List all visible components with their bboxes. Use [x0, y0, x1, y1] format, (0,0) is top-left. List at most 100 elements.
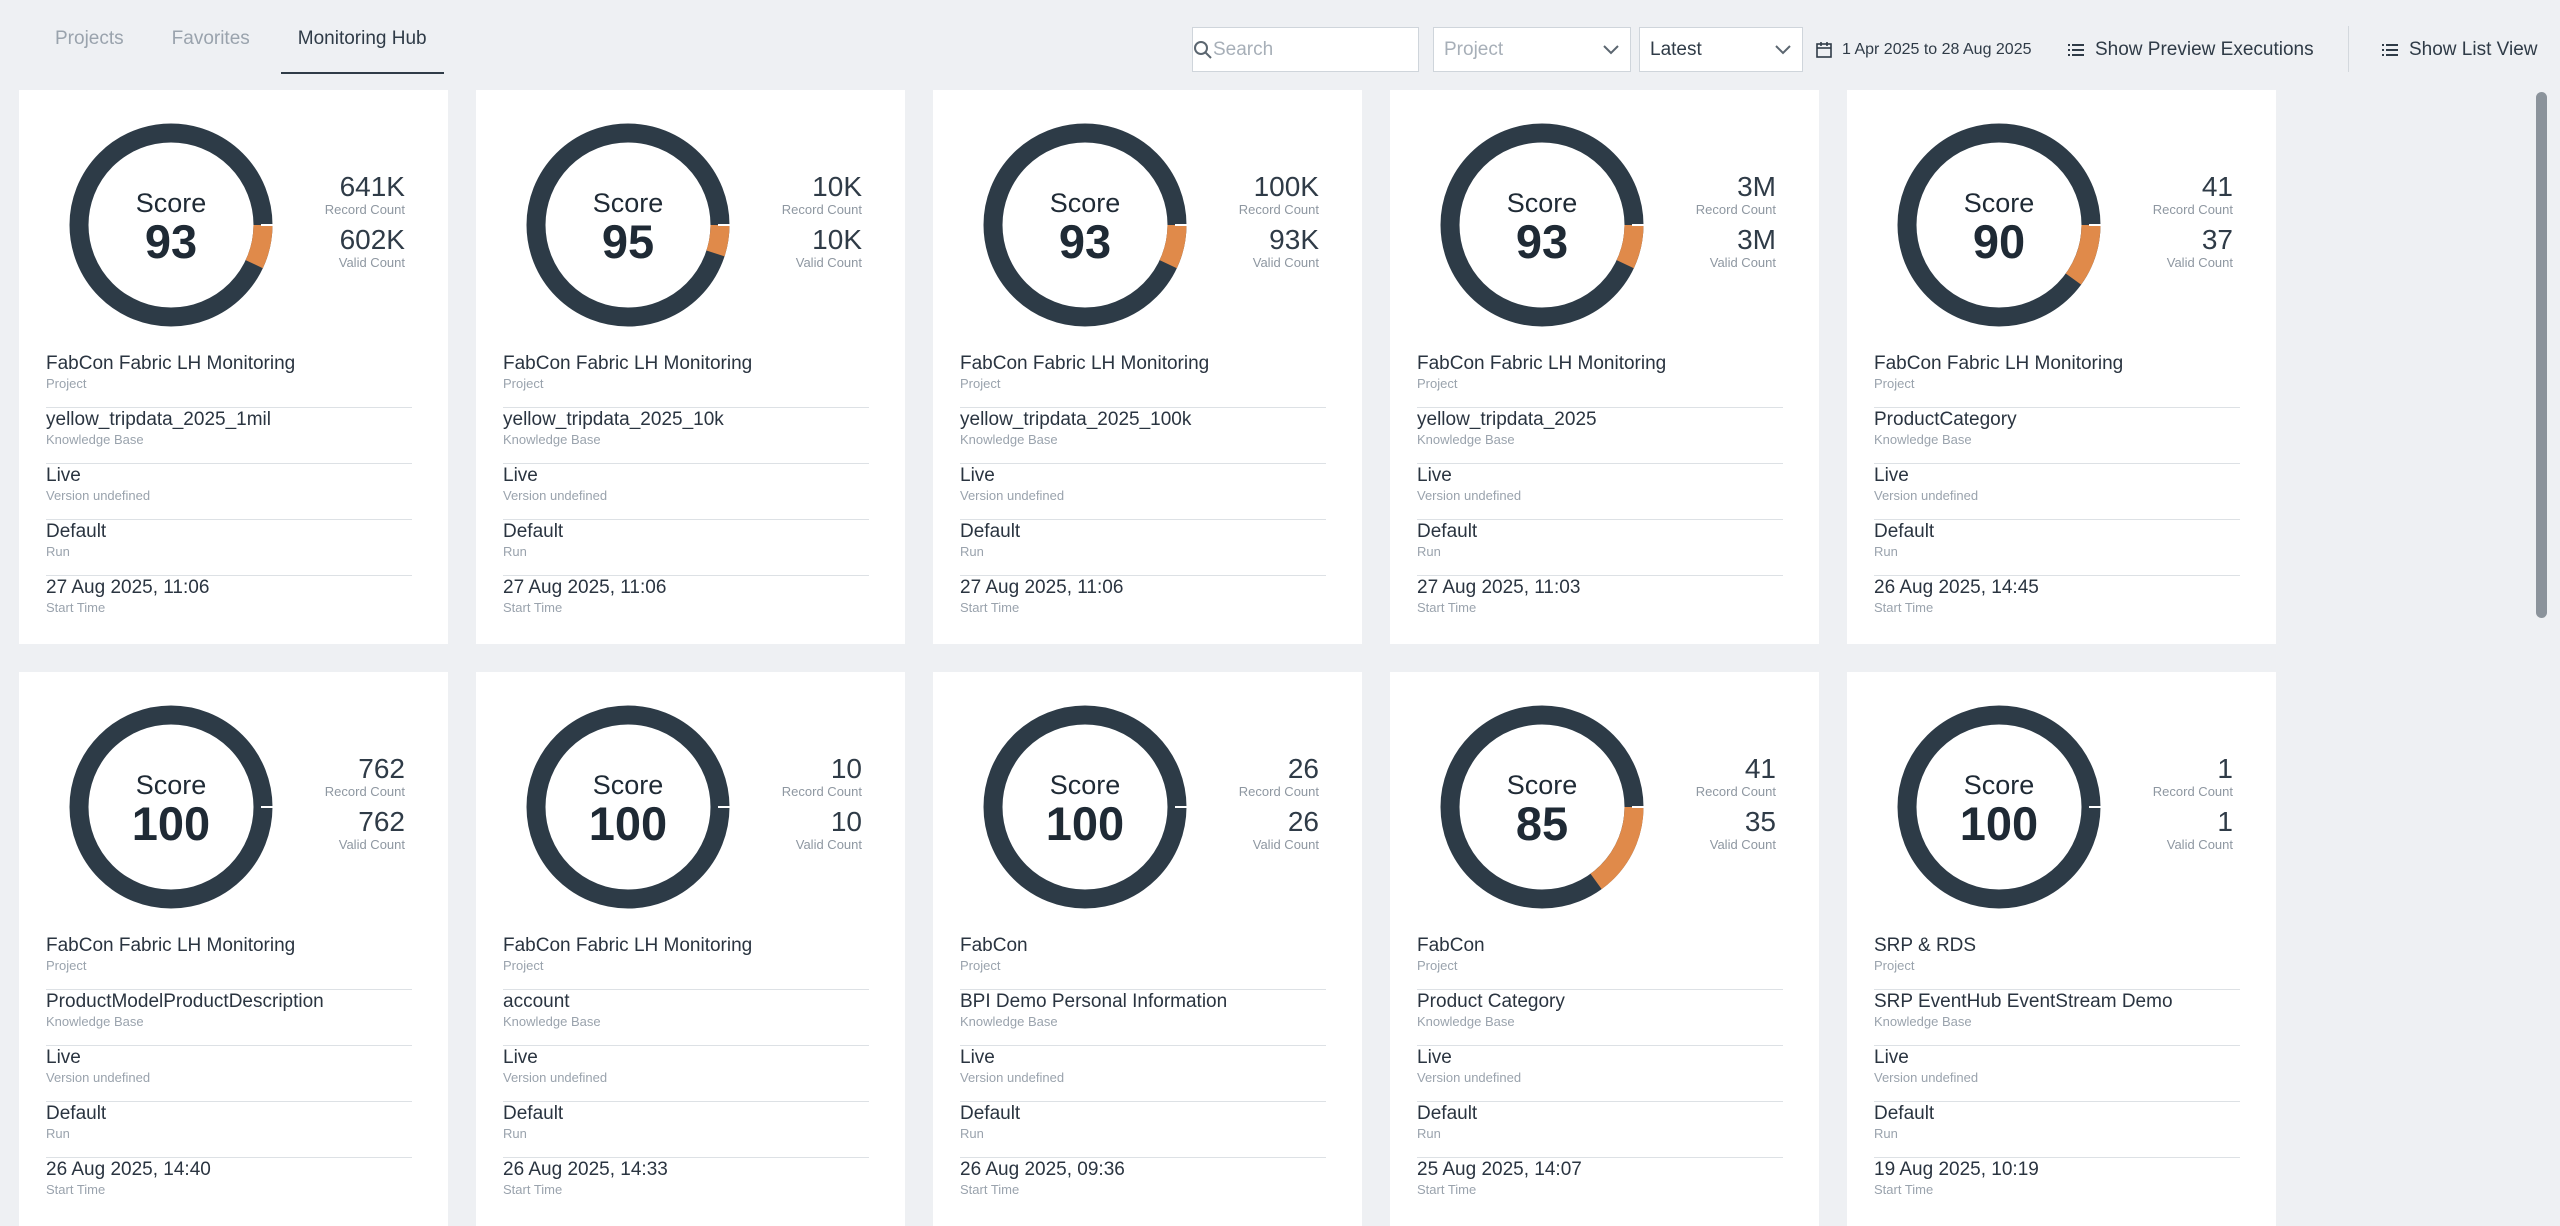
- counts-block: 41 Record Count 35 Valid Count: [1696, 754, 1776, 853]
- start-time-field: 26 Aug 2025, 14:33 Start Time: [503, 1158, 869, 1214]
- score-donut: Score 100: [525, 704, 731, 910]
- monitoring-card-5[interactable]: Score 90 41 Record Count 37 Valid Count …: [1847, 90, 2276, 644]
- run-field: Default Run: [1874, 520, 2240, 576]
- knowledge-base-value: yellow_tripdata_2025_10k: [503, 409, 724, 430]
- score-label: Score: [135, 770, 207, 800]
- start-time-label: Start Time: [1874, 600, 1934, 615]
- score-value: 100: [1045, 797, 1125, 850]
- scrollbar-thumb[interactable]: [2536, 92, 2547, 618]
- environment-value: Live: [503, 465, 538, 486]
- date-range-text: 1 Apr 2025 to 28 Aug 2025: [1842, 40, 2032, 58]
- record-count-label: Record Count: [1238, 202, 1319, 217]
- monitoring-card-3[interactable]: Score 93 100K Record Count 93K Valid Cou…: [933, 90, 1362, 644]
- environment-value: Live: [960, 1047, 995, 1068]
- score-donut: Score 85: [1439, 704, 1645, 910]
- record-count-value: 26: [1287, 753, 1319, 784]
- date-range-picker[interactable]: 1 Apr 2025 to 28 Aug 2025: [1816, 27, 2032, 72]
- environment-field: Live Version undefined: [960, 464, 1326, 520]
- monitoring-card-9[interactable]: Score 85 41 Record Count 35 Valid Count …: [1390, 672, 1819, 1226]
- run-value: Default: [960, 1103, 1021, 1124]
- score-label: Score: [1049, 188, 1121, 218]
- knowledge-base-label: Knowledge Base: [46, 1014, 144, 1029]
- monitoring-card-8[interactable]: Score 100 26 Record Count 26 Valid Count…: [933, 672, 1362, 1226]
- score-donut: Score 93: [1439, 122, 1645, 328]
- score-value: 90: [1972, 215, 2026, 268]
- donut-invalid-arc: [2065, 224, 2101, 285]
- project-label: Project: [46, 958, 87, 973]
- environment-field: Live Version undefined: [1417, 1046, 1783, 1102]
- version-label: Version undefined: [46, 1070, 151, 1085]
- valid-count-value: 93K: [1269, 224, 1319, 255]
- valid-count-value: 26: [1287, 806, 1319, 837]
- monitoring-card-4[interactable]: Score 93 3M Record Count 3M Valid Count …: [1390, 90, 1819, 644]
- project-label: Project: [960, 958, 1001, 973]
- run-label: Run: [503, 1126, 527, 1141]
- knowledge-base-field: yellow_tripdata_2025 Knowledge Base: [1417, 408, 1783, 464]
- start-time-label: Start Time: [1874, 1182, 1934, 1197]
- run-field: Default Run: [1417, 1102, 1783, 1158]
- score-value: 93: [1058, 215, 1112, 268]
- score-donut: Score 100: [982, 704, 1188, 910]
- start-time-value: 25 Aug 2025, 14:07: [1417, 1159, 1582, 1180]
- start-time-field: 27 Aug 2025, 11:06 Start Time: [960, 576, 1326, 632]
- project-select[interactable]: Project: [1433, 27, 1631, 72]
- card-fields: SRP & RDS Project SRP EventHub EventStre…: [1874, 934, 2240, 1214]
- start-time-field: 26 Aug 2025, 14:45 Start Time: [1874, 576, 2240, 632]
- start-time-value: 27 Aug 2025, 11:06: [46, 577, 210, 598]
- search-icon: [1193, 28, 1213, 72]
- counts-block: 26 Record Count 26 Valid Count: [1239, 754, 1319, 853]
- run-label: Run: [960, 544, 984, 559]
- project-label: Project: [503, 958, 544, 973]
- toolbar-divider: [2348, 26, 2349, 72]
- show-preview-executions-button[interactable]: Show Preview Executions: [2068, 27, 2314, 72]
- knowledge-base-value: SRP EventHub EventStream Demo: [1874, 991, 2173, 1012]
- knowledge-base-field: ProductCategory Knowledge Base: [1874, 408, 2240, 464]
- knowledge-base-value: Product Category: [1417, 991, 1565, 1012]
- tab-projects[interactable]: Projects: [55, 28, 124, 49]
- monitoring-card-1[interactable]: Score 93 641K Record Count 602K Valid Co…: [19, 90, 448, 644]
- score-label: Score: [1506, 188, 1578, 218]
- run-label: Run: [1874, 544, 1898, 559]
- card-fields: FabCon Fabric LH Monitoring Project yell…: [1417, 352, 1783, 632]
- score-label: Score: [592, 770, 664, 800]
- project-field: FabCon Fabric LH Monitoring Project: [503, 934, 869, 990]
- project-value: FabCon Fabric LH Monitoring: [1874, 353, 2124, 374]
- monitoring-card-7[interactable]: Score 100 10 Record Count 10 Valid Count…: [476, 672, 905, 1226]
- project-label: Project: [1417, 958, 1458, 973]
- sort-select[interactable]: Latest: [1639, 27, 1803, 72]
- record-count-label: Record Count: [781, 202, 862, 217]
- valid-count-label: Valid Count: [1252, 255, 1319, 270]
- show-list-view-label: Show List View: [2409, 38, 2538, 60]
- tab-favorites[interactable]: Favorites: [171, 28, 250, 49]
- project-label: Project: [1417, 376, 1458, 391]
- tab-monitoring-hub[interactable]: Monitoring Hub: [280, 0, 444, 74]
- donut-invalid-arc: [1159, 224, 1187, 269]
- project-value: FabCon Fabric LH Monitoring: [1417, 353, 1667, 374]
- monitoring-card-2[interactable]: Score 95 10K Record Count 10K Valid Coun…: [476, 90, 905, 644]
- project-value: FabCon Fabric LH Monitoring: [503, 935, 753, 956]
- start-time-field: 27 Aug 2025, 11:06 Start Time: [503, 576, 869, 632]
- knowledge-base-field: yellow_tripdata_2025_100k Knowledge Base: [960, 408, 1326, 464]
- start-time-value: 26 Aug 2025, 14:45: [1874, 577, 2039, 598]
- search-input[interactable]: [1213, 29, 1458, 70]
- project-value: FabCon: [960, 935, 1028, 956]
- valid-count-label: Valid Count: [338, 837, 405, 852]
- environment-value: Live: [1417, 1047, 1452, 1068]
- knowledge-base-label: Knowledge Base: [503, 432, 601, 447]
- record-count-label: Record Count: [2152, 784, 2233, 799]
- start-time-value: 26 Aug 2025, 09:36: [960, 1159, 1125, 1180]
- top-bar: Projects Favorites Monitoring Hub ✕ Proj…: [0, 0, 2560, 84]
- start-time-field: 27 Aug 2025, 11:03 Start Time: [1417, 576, 1783, 632]
- valid-count-value: 3M: [1737, 224, 1776, 255]
- knowledge-base-field: BPI Demo Personal Information Knowledge …: [960, 990, 1326, 1046]
- environment-value: Live: [46, 1047, 81, 1068]
- environment-value: Live: [1874, 465, 1909, 486]
- sort-select-value: Latest: [1650, 38, 1702, 60]
- monitoring-card-6[interactable]: Score 100 762 Record Count 762 Valid Cou…: [19, 672, 448, 1226]
- environment-field: Live Version undefined: [1874, 464, 2240, 520]
- run-field: Default Run: [960, 1102, 1326, 1158]
- run-field: Default Run: [503, 520, 869, 576]
- show-list-view-button[interactable]: Show List View: [2382, 27, 2538, 72]
- monitoring-card-10[interactable]: Score 100 1 Record Count 1 Valid Count S…: [1847, 672, 2276, 1226]
- run-field: Default Run: [46, 1102, 412, 1158]
